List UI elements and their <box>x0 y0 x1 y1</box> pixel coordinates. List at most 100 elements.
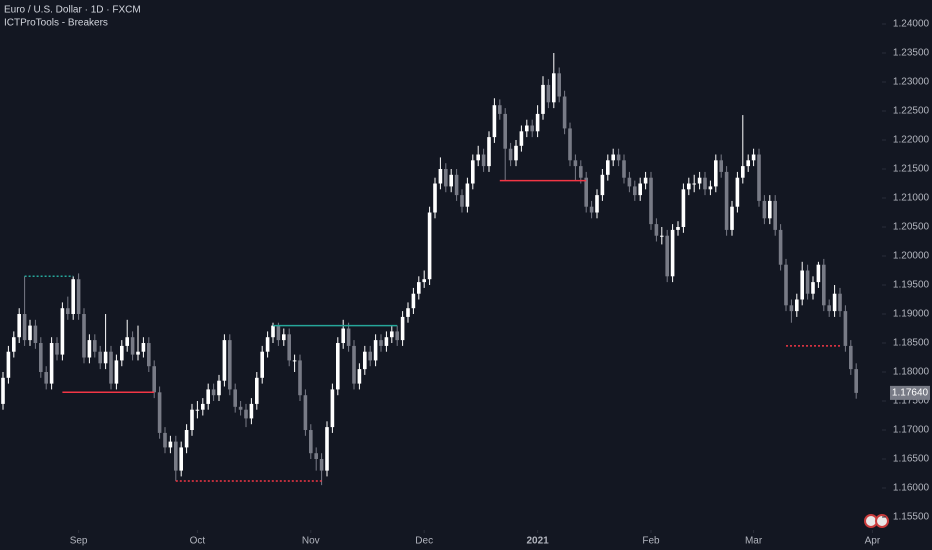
candle-body <box>244 409 248 419</box>
candle-body <box>233 389 238 407</box>
candle-body <box>654 224 659 236</box>
candle-body <box>379 340 383 346</box>
candle-body <box>136 351 140 355</box>
y-tick-label: 1.18500 <box>893 338 930 349</box>
candle-body <box>627 177 632 187</box>
candle-body <box>454 174 459 196</box>
candle-body <box>422 279 427 283</box>
candle-body <box>773 200 777 230</box>
flag-icon[interactable] <box>864 514 889 528</box>
candle-body <box>60 308 65 355</box>
candle-body <box>184 430 189 448</box>
candle-body <box>130 337 135 355</box>
candle-body <box>55 343 59 355</box>
flag-us[interactable] <box>875 514 889 528</box>
candle-body <box>336 343 340 390</box>
candle-body <box>255 377 259 404</box>
candle-body <box>98 351 103 364</box>
candle-body <box>287 334 292 361</box>
candle-body <box>174 441 178 471</box>
candle-body <box>541 84 545 114</box>
candle-body <box>460 195 464 207</box>
candle-body <box>87 340 92 358</box>
candle-body <box>195 409 200 411</box>
candle-body <box>854 369 858 393</box>
candle-body <box>249 403 254 419</box>
candle-body <box>368 351 373 361</box>
candle-body <box>341 328 346 344</box>
candle-body <box>665 235 669 277</box>
candle-body <box>697 177 702 184</box>
candle-body <box>832 293 837 312</box>
candle-body <box>373 340 378 361</box>
candle-body <box>309 430 313 454</box>
chart-title: Euro / U.S. Dollar · 1D · FXCM <box>4 5 141 16</box>
candle-body <box>433 183 437 213</box>
candle-body <box>519 131 524 146</box>
candle-body <box>589 206 594 213</box>
candle-body <box>611 154 615 161</box>
candle-body <box>622 160 626 178</box>
candle-body <box>206 389 211 404</box>
candle-body <box>1 377 5 404</box>
candle-body <box>838 293 842 312</box>
candle-body <box>330 389 335 428</box>
candle-body <box>692 183 696 185</box>
y-tick-label: 1.16500 <box>893 454 930 465</box>
candle-body <box>190 409 194 431</box>
candle-body <box>271 325 275 338</box>
candle-body <box>487 137 491 167</box>
candle-body <box>508 148 513 161</box>
candle-body <box>638 183 642 196</box>
candle-body <box>784 264 788 306</box>
candle-body <box>805 270 810 294</box>
candle-body <box>449 174 454 187</box>
y-tick-label: 1.23000 <box>893 77 930 88</box>
candle-body <box>816 264 821 283</box>
candle-body <box>103 351 108 364</box>
candle-body <box>789 305 794 312</box>
candle-body <box>44 372 49 384</box>
y-tick-label: 1.19500 <box>893 280 930 291</box>
candle-body <box>363 351 367 370</box>
x-tick-label: 2021 <box>526 536 549 547</box>
candle-body <box>471 160 475 184</box>
candle-body <box>686 183 691 190</box>
candle-body <box>22 314 27 341</box>
y-tick-label: 1.20500 <box>893 222 930 233</box>
last-price-badge <box>890 385 930 400</box>
candle-body <box>417 282 421 294</box>
y-tick-label: 1.17500 <box>893 396 930 407</box>
candle-body <box>767 200 772 219</box>
candle-body <box>595 195 599 213</box>
candle-body <box>708 186 713 190</box>
candle-body <box>535 113 540 132</box>
candle-body <box>39 343 43 373</box>
candle-body <box>794 299 799 312</box>
candle-body <box>303 395 308 431</box>
candle-body <box>319 459 324 471</box>
x-tick-label: Oct <box>190 536 206 547</box>
candle-body <box>670 229 675 277</box>
y-tick-label: 1.23500 <box>893 48 930 59</box>
candle-body <box>298 360 302 396</box>
candle-body <box>82 314 86 358</box>
candle-body <box>438 169 443 184</box>
candle-body <box>525 125 529 132</box>
candle-body <box>357 369 362 384</box>
candle-body <box>751 154 756 161</box>
candle-body <box>109 351 113 384</box>
candle-body <box>120 345 124 361</box>
candle-body <box>843 311 848 346</box>
candle-body <box>276 325 281 341</box>
candle-body <box>71 279 76 315</box>
candle-body <box>427 212 432 280</box>
candle-body <box>605 160 610 175</box>
x-tick-label: Apr <box>865 536 881 547</box>
candle-body <box>821 264 826 306</box>
candle-body <box>211 389 216 396</box>
candle-body <box>573 160 578 167</box>
candle-body <box>147 343 151 367</box>
candle-body <box>503 113 508 149</box>
